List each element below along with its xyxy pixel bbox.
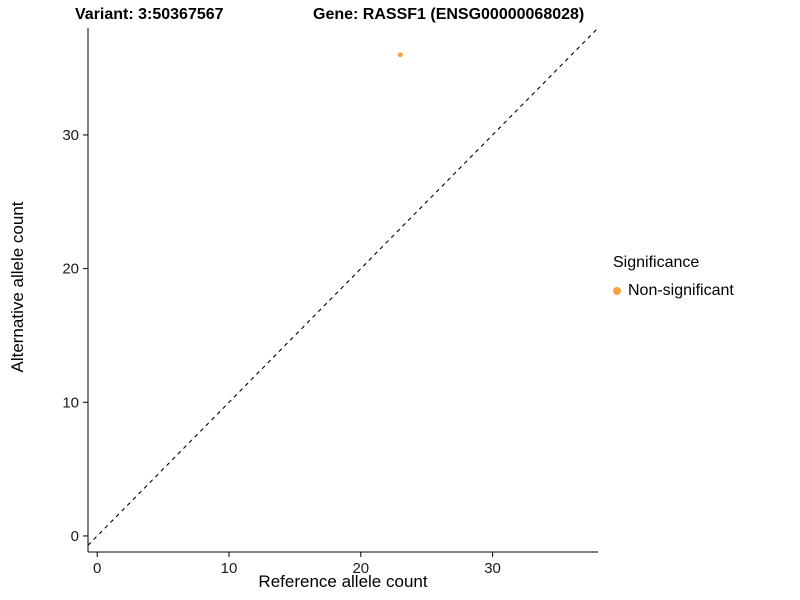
y-axis-title: Alternative allele count	[8, 201, 27, 373]
x-tick-label: 10	[221, 560, 238, 577]
legend-point-icon	[613, 287, 621, 295]
data-point	[397, 52, 403, 58]
legend-entry: Non-significant	[613, 282, 734, 300]
variant-title: Variant: 3:50367567	[75, 6, 224, 23]
x-tick-label: 30	[484, 560, 501, 577]
y-tick-label: 10	[62, 394, 79, 411]
x-tick-label: 20	[352, 560, 369, 577]
legend: Significance Non-significant	[613, 254, 734, 300]
x-tick-label: 0	[93, 560, 101, 577]
gene-title: Gene: RASSF1 (ENSG00000068028)	[313, 6, 585, 23]
y-tick-label: 0	[71, 528, 79, 545]
y-tick-label: 20	[62, 261, 79, 278]
y-tick-label: 30	[62, 127, 79, 144]
legend-title: Significance	[613, 254, 700, 271]
legend-entry-label: Non-significant	[628, 282, 734, 299]
identity-dashed-line	[87, 27, 599, 546]
x-axis-title: Reference allele count	[258, 572, 428, 591]
